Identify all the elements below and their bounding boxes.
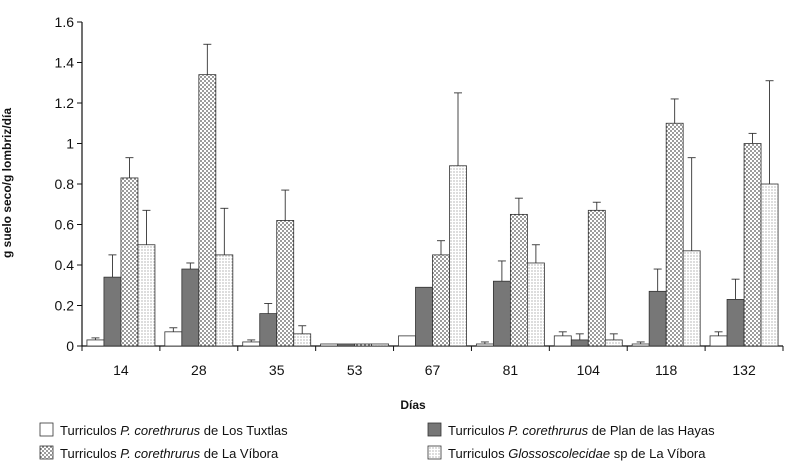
bar [726, 299, 745, 347]
x-tick-label: 132 [732, 362, 756, 378]
y-tick-label: 1.4 [55, 55, 75, 71]
x-tick-label: 53 [347, 362, 363, 378]
bar [320, 343, 339, 347]
bar [215, 254, 234, 347]
y-axis-title: g suelo seco/g lombriz/día [0, 108, 14, 258]
legend-text-part: P. corethrurus [120, 446, 200, 461]
bar [276, 220, 295, 347]
legend-label: Turriculos P. corethrurus de La Víbora [60, 446, 279, 461]
bar [760, 183, 779, 347]
x-tick-label: 81 [503, 362, 519, 378]
y-tick-label: 0.6 [55, 217, 75, 233]
legend: Turriculos P. corethrurus de Los Tuxtlas… [39, 422, 715, 461]
bar [432, 254, 450, 347]
x-axis-title: Días [400, 398, 426, 412]
x-tick-label: 67 [425, 362, 441, 378]
legend-text-part: Glossoscolecidae [508, 446, 610, 461]
bar [293, 333, 312, 347]
x-tick-label: 28 [191, 362, 207, 378]
x-axis: 14 28 35 53 67 81 104 118 132 [81, 345, 784, 378]
bar [164, 331, 183, 347]
y-tick-label: 0.2 [55, 298, 75, 314]
legend-label: Turriculos P. corethrurus de Los Tuxtlas [60, 423, 288, 438]
legend-text-part: Turriculos [60, 446, 120, 461]
bar [120, 177, 139, 347]
legend-text-part: de Plan de las Hayas [588, 423, 715, 438]
bar [743, 143, 762, 347]
bar [553, 335, 572, 347]
legend-text-part: P. corethrurus [120, 423, 200, 438]
y-tick-label: 1.6 [55, 14, 75, 30]
bar [337, 343, 356, 347]
legend-text-part: de La Víbora [200, 446, 279, 461]
legend-swatch [39, 445, 54, 460]
bar [181, 268, 200, 347]
legend-label: Turriculos Glossoscolecidae sp de La Víb… [448, 446, 706, 461]
y-tick-label: 1 [66, 136, 74, 152]
bars [86, 43, 779, 347]
y-axis: 0 0.2 0.4 0.6 0.8 1 1.2 1.4 1.6 [55, 14, 83, 354]
bar [103, 276, 122, 347]
bar [86, 339, 105, 347]
bar [526, 262, 545, 347]
bar [682, 250, 701, 347]
bar [570, 339, 589, 347]
legend-text-part: Turriculos [60, 423, 120, 438]
bar [509, 213, 528, 347]
bar [587, 209, 606, 347]
legend-text-part: Turriculos [448, 423, 508, 438]
legend-swatch [427, 445, 442, 460]
x-tick-label: 35 [269, 362, 285, 378]
legend-swatch [427, 422, 442, 437]
bar [648, 290, 667, 347]
bar [449, 165, 467, 347]
bar [398, 335, 416, 347]
bar [492, 280, 511, 347]
x-tick-label: 14 [113, 362, 129, 378]
bar [242, 341, 261, 347]
bar [198, 74, 217, 347]
legend-text-part: sp de La Víbora [610, 446, 706, 461]
bar [354, 343, 373, 347]
y-tick-label: 1.2 [55, 95, 75, 111]
bar [371, 343, 390, 347]
legend-text-part: P. corethrurus [508, 423, 588, 438]
bar [665, 122, 684, 347]
y-tick-label: 0 [66, 338, 74, 354]
bar [631, 343, 650, 347]
legend-text-part: de Los Tuxtlas [200, 423, 288, 438]
x-tick-label: 104 [577, 362, 601, 378]
legend-text-part: Turriculos [448, 446, 508, 461]
y-tick-label: 0.4 [55, 257, 75, 273]
legend-label: Turriculos P. corethrurus de Plan de las… [448, 423, 715, 438]
bar [415, 286, 433, 347]
bar [137, 244, 156, 347]
legend-swatch [39, 422, 54, 437]
bar [259, 313, 278, 347]
bar [709, 335, 728, 347]
x-tick-label: 118 [655, 362, 678, 378]
bar [604, 339, 623, 347]
bar [475, 343, 494, 347]
y-tick-label: 0.8 [55, 176, 75, 192]
